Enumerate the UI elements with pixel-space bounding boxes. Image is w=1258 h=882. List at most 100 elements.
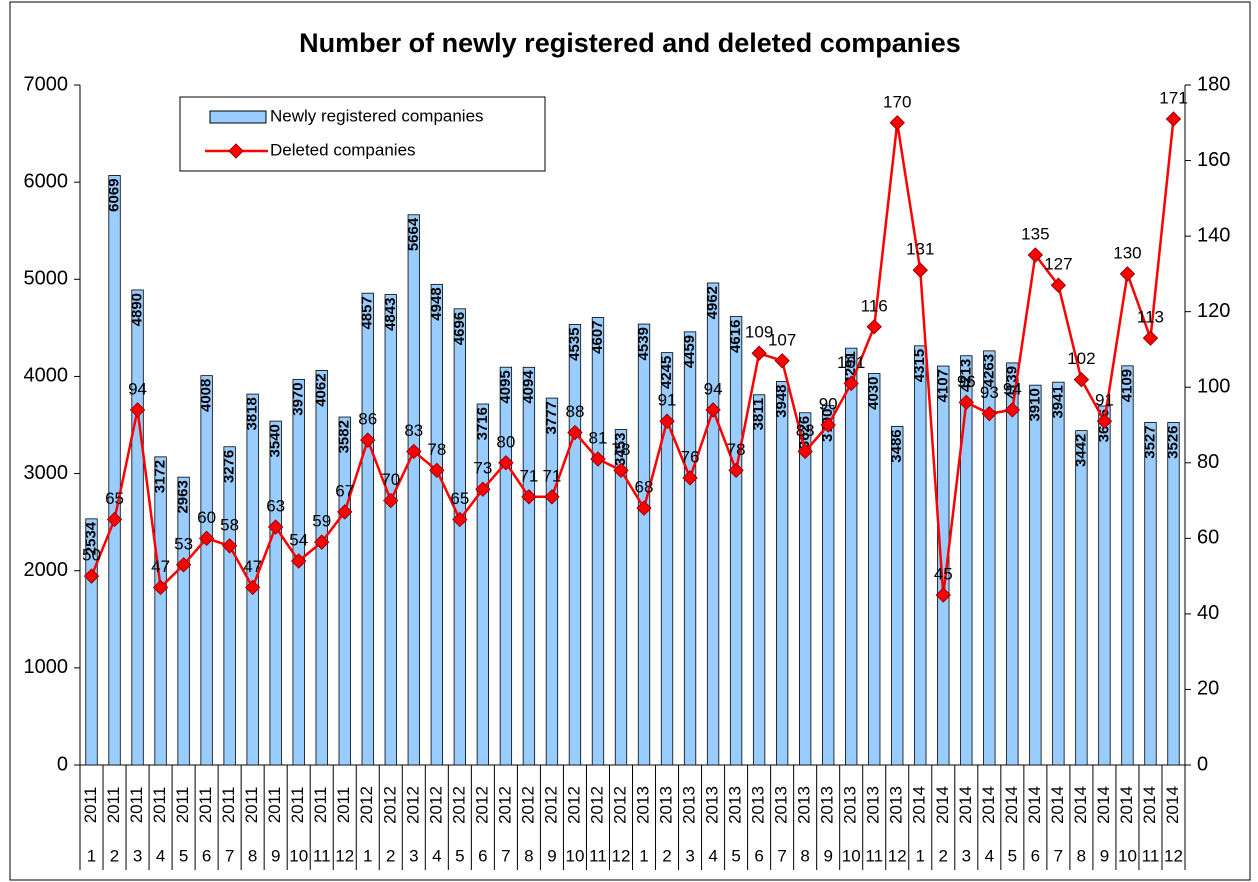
y-tick-label: 3000 bbox=[24, 462, 69, 484]
line-marker bbox=[981, 405, 998, 422]
bar bbox=[1144, 421, 1157, 766]
x-tick-label-month: 3 bbox=[962, 846, 971, 865]
line-label: 76 bbox=[681, 447, 700, 466]
bar bbox=[545, 397, 559, 766]
bar bbox=[430, 283, 443, 766]
line-marker bbox=[774, 353, 790, 369]
bar-label: 4948 bbox=[428, 287, 445, 320]
bar-label: 4263 bbox=[980, 354, 997, 387]
bar-label: 4696 bbox=[451, 312, 468, 345]
y2-tick-label: 100 bbox=[1197, 376, 1230, 398]
bar bbox=[983, 350, 996, 766]
x-tick-label-year: 2013 bbox=[680, 786, 699, 824]
bar-label: 3540 bbox=[267, 424, 284, 457]
bar bbox=[960, 355, 973, 766]
bar-label: 3948 bbox=[773, 384, 790, 417]
x-tick-label-year: 2011 bbox=[173, 787, 192, 824]
x-tick-label-year: 2011 bbox=[127, 787, 146, 824]
line-marker bbox=[129, 402, 146, 418]
x-tick-label-year: 2011 bbox=[81, 787, 100, 824]
line-marker bbox=[797, 443, 813, 460]
x-tick-label-month: 10 bbox=[565, 846, 584, 865]
x-tick-label-month: 3 bbox=[685, 846, 694, 865]
bar bbox=[729, 316, 743, 766]
bar-label: 3526 bbox=[1164, 425, 1181, 458]
x-tick-label-month: 1 bbox=[639, 846, 648, 865]
chart-title: Number of newly registered and deleted c… bbox=[299, 28, 961, 58]
bar bbox=[614, 429, 628, 766]
x-tick-label-month: 6 bbox=[202, 846, 211, 865]
line-marker bbox=[244, 579, 261, 596]
x-tick-label-year: 2012 bbox=[587, 786, 606, 824]
line-marker bbox=[1096, 413, 1113, 429]
line-label: 47 bbox=[243, 557, 262, 576]
bar bbox=[361, 292, 374, 766]
bar-label: 4107 bbox=[934, 369, 951, 402]
x-tick-label-month: 7 bbox=[225, 846, 234, 865]
x-tick-label-year: 2012 bbox=[472, 786, 491, 824]
x-tick-label-year: 2012 bbox=[380, 786, 399, 824]
x-tick-label-year: 2011 bbox=[196, 787, 215, 824]
line-label: 68 bbox=[635, 478, 654, 497]
bar bbox=[868, 373, 881, 766]
line-marker bbox=[452, 511, 468, 528]
line-marker bbox=[314, 534, 330, 550]
x-tick-label-year: 2012 bbox=[426, 786, 445, 824]
bar-label: 4109 bbox=[1118, 369, 1135, 402]
x-tick-label-month: 8 bbox=[524, 846, 533, 865]
bar-label: 4245 bbox=[658, 356, 675, 389]
x-tick-label-month: 7 bbox=[501, 846, 510, 865]
x-tick-label-month: 2 bbox=[662, 846, 671, 865]
x-tick-label-month: 5 bbox=[455, 846, 464, 865]
line-marker bbox=[567, 424, 583, 441]
line-marker bbox=[1050, 277, 1067, 293]
bar bbox=[177, 476, 190, 766]
legend-swatch bbox=[209, 110, 267, 124]
line-label: 90 bbox=[819, 394, 838, 413]
line-marker bbox=[682, 470, 698, 486]
line-label: 135 bbox=[1021, 224, 1049, 243]
line-label: 50 bbox=[82, 546, 101, 565]
y-tick-label: 1000 bbox=[24, 656, 69, 678]
bar-label: 6069 bbox=[106, 178, 123, 211]
x-tick-label-month: 11 bbox=[1142, 846, 1160, 865]
x-tick-label-month: 8 bbox=[248, 846, 257, 865]
y2-tick-label: 80 bbox=[1197, 451, 1219, 473]
line-label: 81 bbox=[589, 428, 608, 447]
x-tick-label-year: 2012 bbox=[564, 786, 583, 824]
bar-label: 3276 bbox=[221, 450, 238, 483]
bar bbox=[223, 446, 236, 766]
y-tick-label: 5000 bbox=[24, 268, 69, 290]
line-label: 107 bbox=[768, 330, 796, 349]
bar-label: 3716 bbox=[474, 407, 491, 440]
bar bbox=[1006, 362, 1019, 766]
line-marker bbox=[866, 319, 882, 335]
y2-tick-label: 120 bbox=[1197, 300, 1230, 322]
line-label: 131 bbox=[906, 240, 934, 259]
x-tick-label-month: 1 bbox=[363, 846, 372, 865]
y-tick-label: 6000 bbox=[24, 170, 69, 192]
x-tick-label-month: 7 bbox=[777, 846, 786, 865]
x-tick-label-month: 5 bbox=[1008, 846, 1017, 865]
bar-label: 4890 bbox=[129, 293, 146, 326]
x-tick-label-month: 11 bbox=[865, 846, 883, 865]
bar bbox=[1029, 384, 1042, 766]
line-marker bbox=[198, 530, 215, 547]
bar-label: 4030 bbox=[865, 377, 882, 410]
bar bbox=[775, 381, 789, 766]
line-marker bbox=[267, 519, 284, 535]
x-tick-label-year: 2014 bbox=[979, 786, 998, 824]
y2-tick-label: 140 bbox=[1197, 224, 1230, 246]
bar-label: 3970 bbox=[290, 382, 307, 415]
line-label: 71 bbox=[519, 466, 538, 485]
bar-label: 4539 bbox=[635, 327, 652, 360]
x-tick-label-year: 2013 bbox=[795, 786, 814, 824]
line-marker bbox=[613, 462, 629, 479]
x-tick-label-year: 2014 bbox=[1071, 786, 1090, 824]
bar bbox=[453, 308, 466, 766]
x-tick-label-year: 2013 bbox=[887, 786, 906, 824]
x-tick-label-year: 2012 bbox=[541, 786, 560, 824]
y2-tick-label: 160 bbox=[1197, 149, 1230, 171]
bar-label: 4213 bbox=[957, 359, 974, 392]
x-tick-label-month: 10 bbox=[289, 846, 308, 865]
